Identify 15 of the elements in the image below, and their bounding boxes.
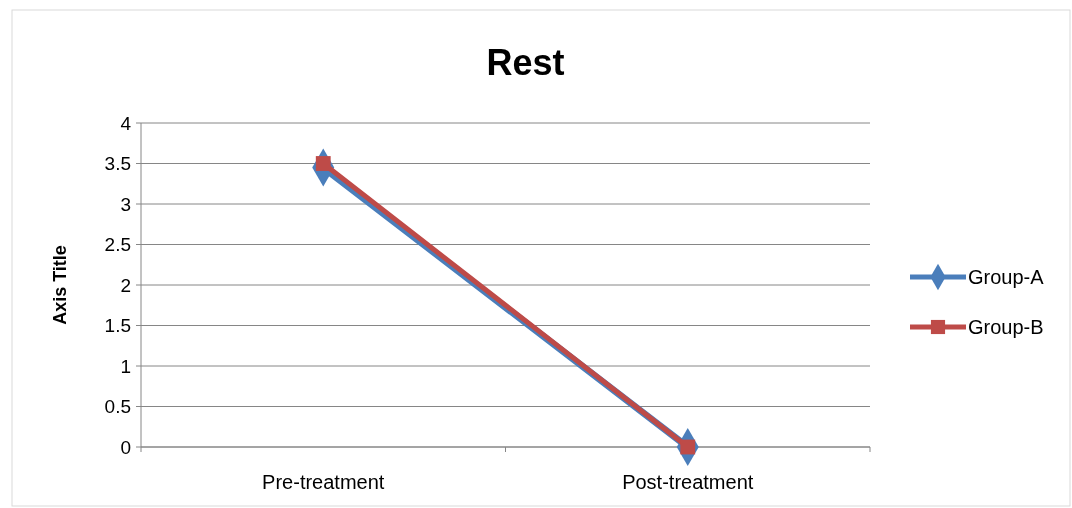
y-tick-label: 3 — [120, 193, 131, 215]
y-tick-label: 4 — [120, 112, 132, 134]
x-tick-label: Post-treatment — [622, 471, 754, 493]
y-tick-label: 2 — [120, 274, 131, 296]
y-tick-label: 0 — [120, 436, 131, 458]
y-tick-label: 3.5 — [104, 153, 131, 175]
chart-title: Rest — [486, 42, 565, 83]
x-tick-label: Pre-treatment — [262, 471, 385, 493]
y-tick-label: 1.5 — [104, 315, 131, 337]
y-tick-label: 1 — [120, 355, 131, 377]
y-axis-title: Axis Title — [50, 245, 70, 325]
y-tick-label: 0.5 — [104, 396, 131, 418]
legend-label: Group-B — [968, 316, 1044, 338]
y-tick-label: 2.5 — [104, 234, 131, 256]
legend-label: Group-A — [968, 266, 1045, 288]
